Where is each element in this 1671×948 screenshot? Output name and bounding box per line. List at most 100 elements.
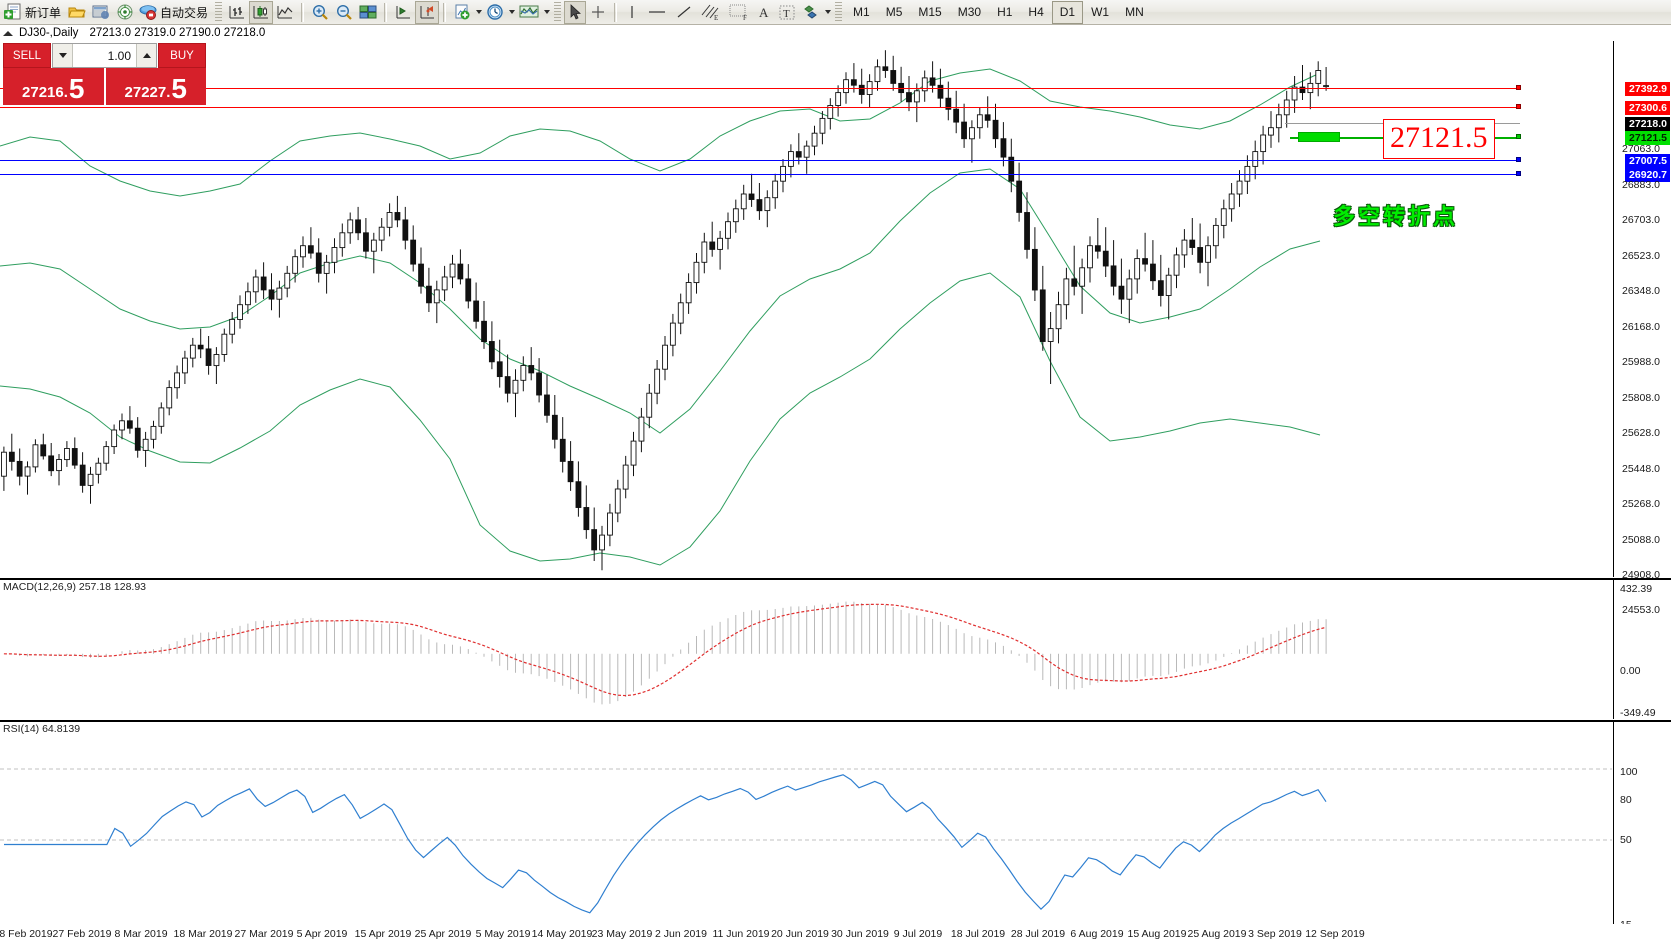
price-tag-27300: 27300.6 [1625, 101, 1670, 115]
support-line-2-handle[interactable] [1516, 171, 1521, 176]
one-click-trading-panel[interactable]: SELL 1.00 BUY 27216 . 5 27227 . 5 [3, 43, 206, 105]
candlestick-chart-icon [252, 4, 270, 21]
crosshair-icon [589, 4, 607, 21]
rsi-axis-label-50: 50 [1620, 834, 1632, 846]
toolbar-grip-3[interactable] [835, 2, 843, 22]
fibonacci-icon: E [700, 3, 722, 21]
horizontal-line-button[interactable] [643, 1, 671, 24]
price-axis-label: 26168.0 [1622, 321, 1660, 333]
pane-separator-macd[interactable] [0, 578, 1671, 580]
price-tag-27007: 27007.5 [1625, 154, 1670, 168]
volume-input[interactable]: 1.00 [107, 48, 131, 63]
text-button[interactable]: A [753, 1, 775, 24]
chart-area[interactable]: 27121.5 多空转折点 27392.9 27300.6 27218.0 27… [0, 41, 1671, 948]
auto-trading-button[interactable]: 自动交易 [137, 1, 212, 24]
pivot-line-handle[interactable] [1516, 134, 1521, 139]
support-line-1-handle[interactable] [1516, 157, 1521, 162]
sell-button[interactable]: SELL [3, 43, 51, 68]
time-axis-label: 15 Aug 2019 [1127, 928, 1187, 940]
volume-stepper[interactable]: 1.00 [52, 43, 157, 68]
new-order-icon [4, 3, 22, 21]
new-chart-button[interactable] [450, 1, 474, 24]
main-toolbar: 新订单 [0, 0, 1671, 25]
fibonacci-button[interactable]: E [697, 1, 725, 24]
shift-end-icon [394, 4, 412, 21]
support-line-1[interactable] [0, 160, 1520, 161]
time-axis-label: 25 Apr 2019 [414, 928, 472, 940]
macd-title: MACD(12,26,9) 257.18 128.93 [3, 581, 147, 593]
objects-dropdown-caret[interactable] [823, 2, 832, 22]
time-axis-label: 8 Mar 2019 [114, 928, 168, 940]
timeframe-w1[interactable]: W1 [1091, 5, 1110, 19]
macd-pane[interactable]: MACD(12,26,9) 257.18 128.93 432.39 0.00 … [0, 580, 1671, 719]
market-watch-button[interactable] [89, 1, 113, 24]
candlestick-chart-button[interactable] [249, 0, 274, 24]
volume-decrement-button[interactable] [53, 44, 73, 67]
text-icon: A [757, 4, 771, 21]
timeframe-m15[interactable]: M15 [918, 5, 942, 19]
rsi-axis-label-80: 80 [1620, 794, 1632, 806]
timeframe-m5[interactable]: M5 [885, 5, 903, 19]
timeframe-m30[interactable]: M30 [957, 5, 982, 19]
macd-chart-svg [3, 601, 1327, 705]
rsi-axis-label-100: 100 [1620, 766, 1638, 778]
shift-end-button[interactable] [391, 1, 415, 24]
profiles-button[interactable] [65, 1, 89, 24]
trendline-button[interactable] [671, 1, 697, 24]
resistance-line-1[interactable] [0, 88, 1520, 89]
chart-autoscroll-button[interactable] [415, 0, 440, 24]
volume-increment-button[interactable] [136, 44, 156, 67]
timeframe-h4[interactable]: H4 [1028, 5, 1044, 19]
zoom-in-button[interactable] [308, 1, 332, 24]
tile-windows-button[interactable] [356, 1, 380, 24]
cursor-icon [568, 3, 582, 21]
toolbar-grip[interactable] [215, 2, 223, 22]
bar-chart-button[interactable] [225, 1, 249, 24]
indicators-button[interactable] [516, 1, 542, 24]
price-pane[interactable]: 27121.5 多空转折点 27392.9 27300.6 27218.0 27… [0, 41, 1671, 581]
pane-separator-rsi[interactable] [0, 720, 1671, 722]
vertical-line-button[interactable] [621, 1, 643, 24]
objects-button[interactable] [799, 1, 823, 24]
collapse-triangle-icon[interactable] [3, 31, 13, 36]
support-line-2[interactable] [0, 174, 1520, 175]
crosshair-button[interactable] [586, 1, 610, 24]
rsi-chart-svg [0, 768, 1612, 926]
navigator-button[interactable] [113, 1, 137, 24]
price-axis-label: 25628.0 [1622, 427, 1660, 439]
time-axis-label: 25 Aug 2019 [1187, 928, 1247, 940]
new-chart-dropdown-caret[interactable] [474, 2, 483, 22]
toolbar-grip-2[interactable] [554, 2, 562, 22]
zoom-in-icon [311, 4, 329, 21]
time-axis-label: 18 Jul 2019 [950, 928, 1006, 940]
price-callout-box[interactable]: 27121.5 [1383, 119, 1495, 159]
text-label-button[interactable]: T [775, 1, 799, 24]
equidistant-channel-button[interactable]: F [725, 1, 753, 24]
indicators-dropdown-caret[interactable] [542, 2, 551, 22]
macd-axis-line [1613, 580, 1614, 719]
rsi-pane[interactable]: RSI(14) 64.8139 100 80 50 15 0 [0, 722, 1671, 948]
buy-button[interactable]: BUY [158, 43, 206, 68]
timeframe-m1[interactable]: M1 [853, 5, 870, 19]
timeframe-d1[interactable]: D1 [1051, 0, 1084, 24]
buy-price-display[interactable]: 27227 . 5 [105, 68, 206, 105]
buy-price-fraction: 5 [171, 73, 187, 104]
timeframe-mn[interactable]: MN [1125, 5, 1144, 19]
resistance-line-1-handle[interactable] [1516, 85, 1521, 90]
chinese-annotation[interactable]: 多空转折点 [1333, 204, 1459, 229]
cursor-button[interactable] [564, 0, 587, 24]
sell-price-separator: . [63, 84, 68, 101]
new-order-button[interactable]: 新订单 [2, 1, 65, 24]
period-button[interactable] [483, 1, 507, 24]
sell-price-display[interactable]: 27216 . 5 [3, 68, 106, 105]
line-chart-button[interactable] [273, 1, 297, 24]
time-axis-label: 20 Jun 2019 [771, 928, 829, 940]
auto-trading-icon [139, 4, 157, 20]
resistance-line-2[interactable] [0, 107, 1520, 108]
zoom-out-button[interactable] [332, 1, 356, 24]
period-dropdown-caret[interactable] [507, 2, 516, 22]
resistance-line-2-handle[interactable] [1516, 104, 1521, 109]
timeframe-h1[interactable]: H1 [997, 5, 1013, 19]
price-axis-label: 25088.0 [1622, 534, 1660, 546]
